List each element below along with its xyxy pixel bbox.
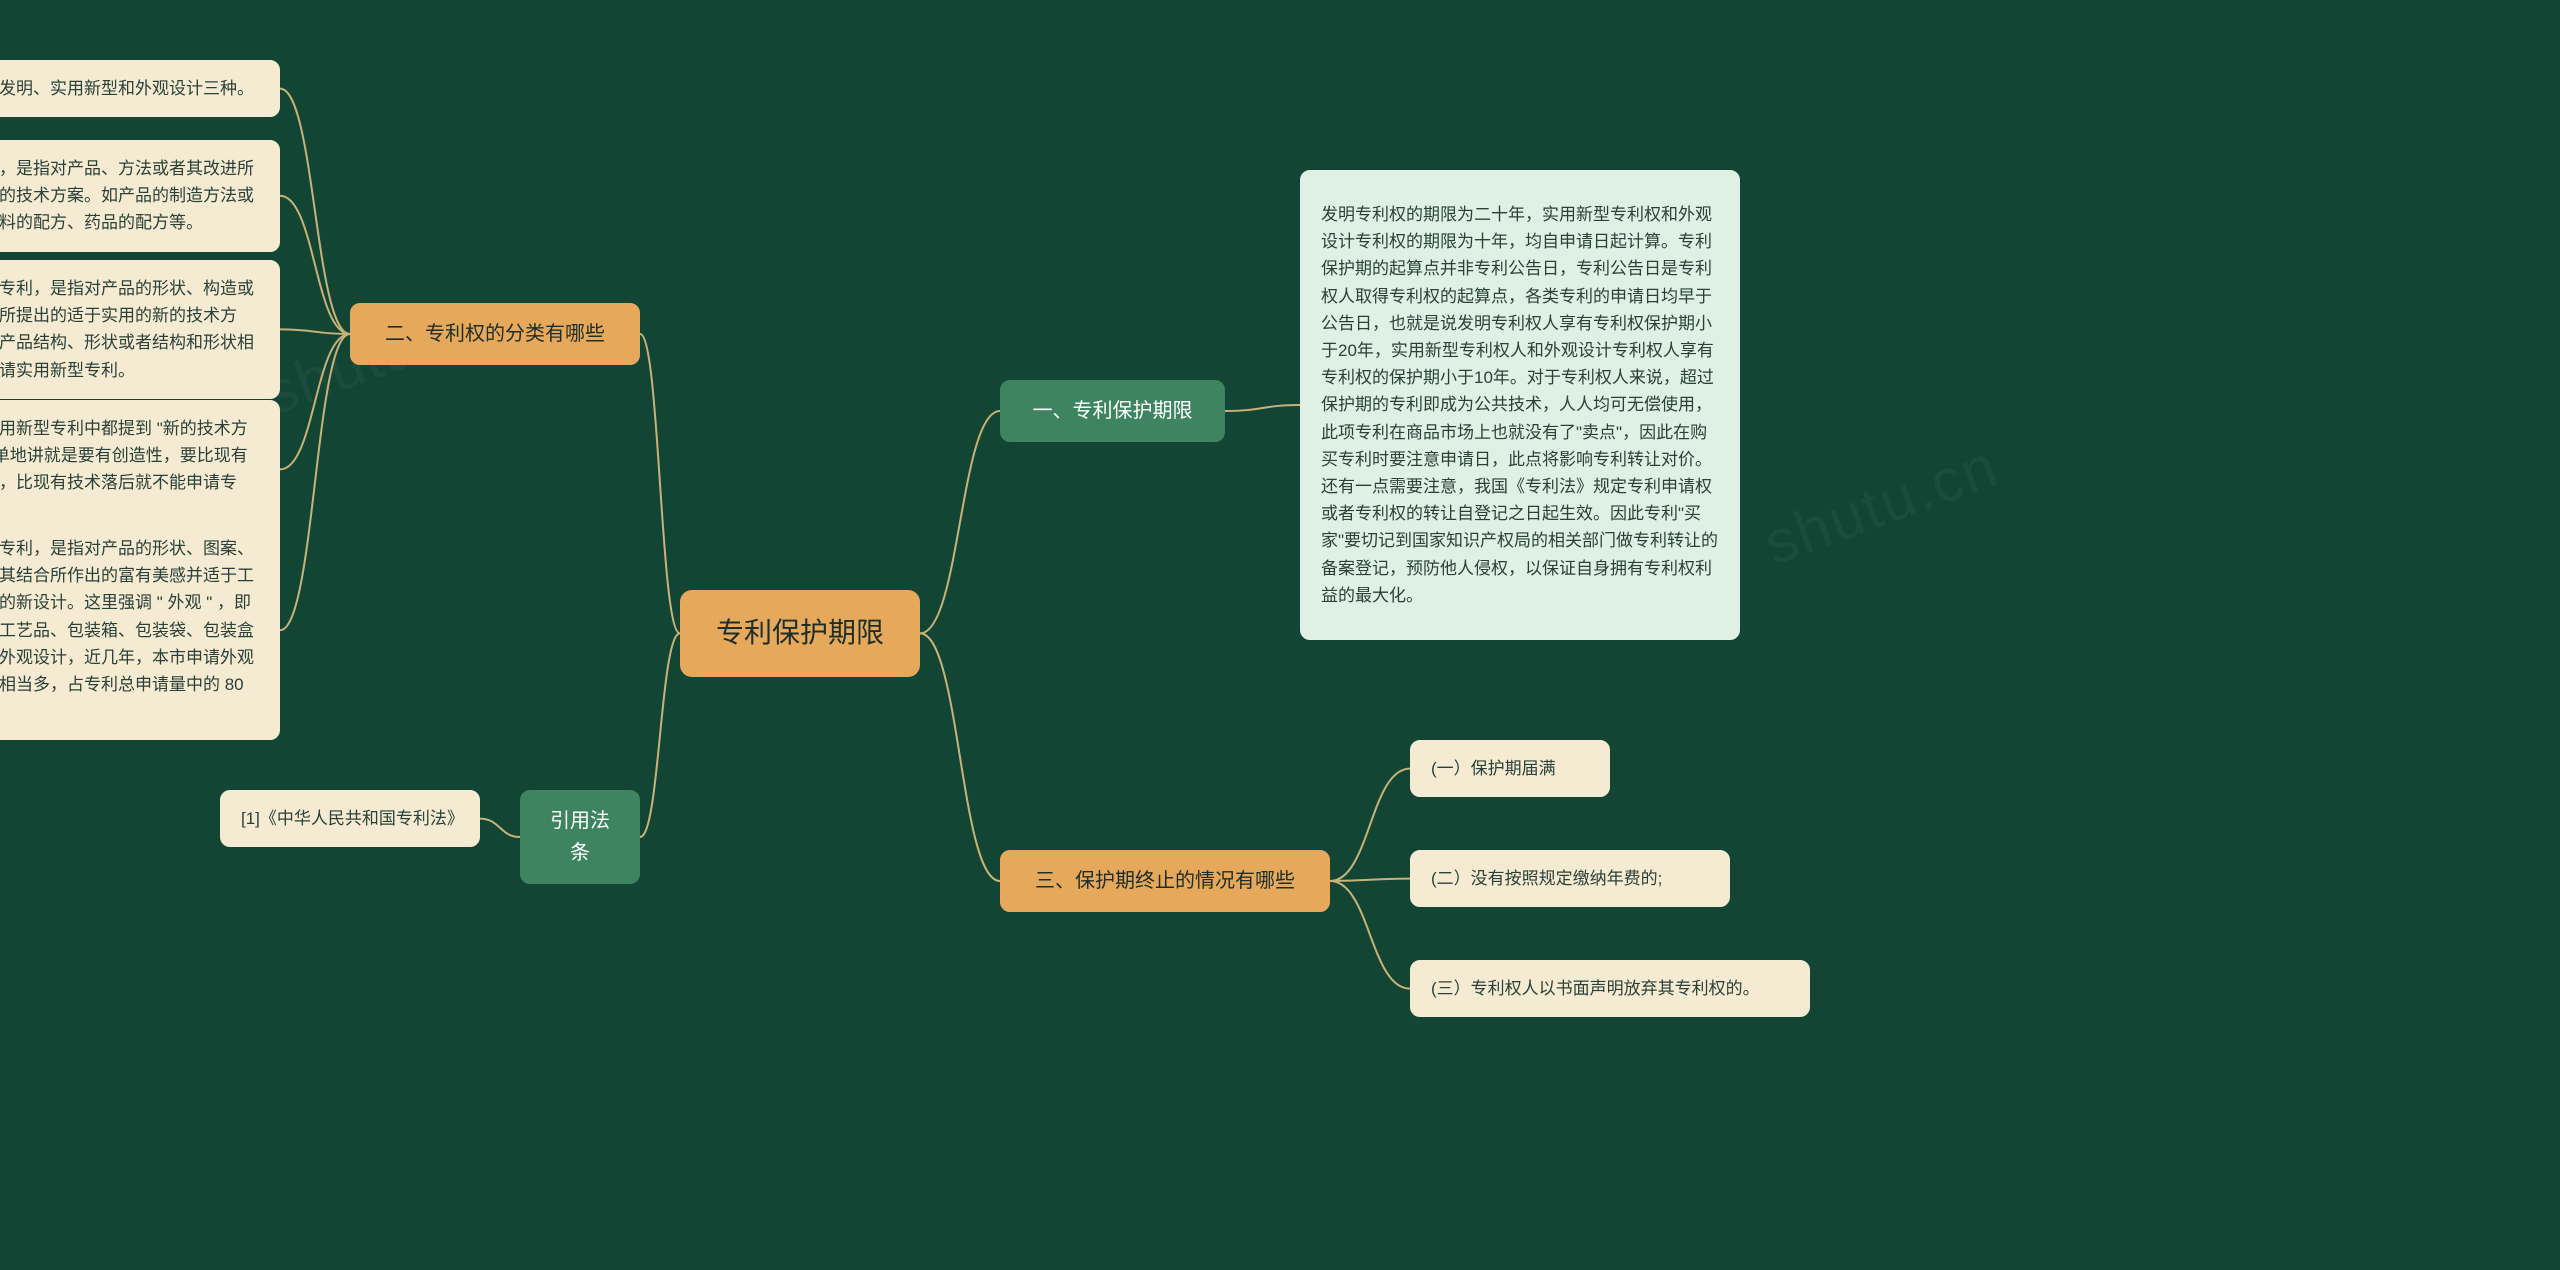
- root-node: 专利保护期限: [680, 590, 920, 677]
- branch-node: 二、专利权的分类有哪些: [350, 303, 640, 365]
- leaf-node: 实用新型专利，是指对产品的形状、构造或者其结合所提出的适于实用的新的技术方案。凡…: [0, 260, 280, 399]
- connector: [920, 411, 1000, 633]
- leaf-node: 专利分为发明、实用新型和外观设计三种。: [0, 60, 280, 117]
- leaf-node: 外观设计专利，是指对产品的形状、图案、色彩或者其结合所作出的富有美感并适于工业上…: [0, 520, 280, 740]
- connector: [280, 329, 350, 334]
- connector: [480, 819, 520, 837]
- connector-layer: [0, 0, 2560, 1270]
- leaf-node: 发明专利权的期限为二十年，实用新型专利权和外观设计专利权的期限为十年，均自申请日…: [1300, 170, 1740, 640]
- leaf-node: 发明和实用新型专利中都提到 "新的技术方案" ，简单地讲就是要有创造性，要比现有…: [0, 400, 280, 539]
- leaf-node: 发明专利，是指对产品、方法或者其改进所提出的新的技术方案。如产品的制造方法或工艺…: [0, 140, 280, 252]
- mindmap-canvas: shutu.cnshutu.cn专利保护期限一、专利保护期限三、保护期终止的情况…: [0, 0, 2560, 1270]
- connector: [280, 334, 350, 469]
- connector: [920, 633, 1000, 881]
- connector: [640, 334, 680, 633]
- connector: [1330, 769, 1410, 881]
- leaf-node: (三）专利权人以书面声明放弃其专利权的。: [1410, 960, 1810, 1017]
- branch-node: 三、保护期终止的情况有哪些: [1000, 850, 1330, 912]
- connector: [1330, 879, 1410, 881]
- connector: [1225, 405, 1300, 411]
- connector: [280, 334, 350, 630]
- watermark: shutu.cn: [1756, 431, 2008, 579]
- leaf-node: (二）没有按照规定缴纳年费的;: [1410, 850, 1730, 907]
- leaf-node: [1]《中华人民共和国专利法》: [220, 790, 480, 847]
- connector: [280, 196, 350, 334]
- branch-node: 引用法条: [520, 790, 640, 884]
- leaf-node: (一）保护期届满: [1410, 740, 1610, 797]
- connector: [640, 633, 680, 837]
- branch-node: 一、专利保护期限: [1000, 380, 1225, 442]
- connector: [280, 89, 350, 334]
- connector: [1330, 881, 1410, 989]
